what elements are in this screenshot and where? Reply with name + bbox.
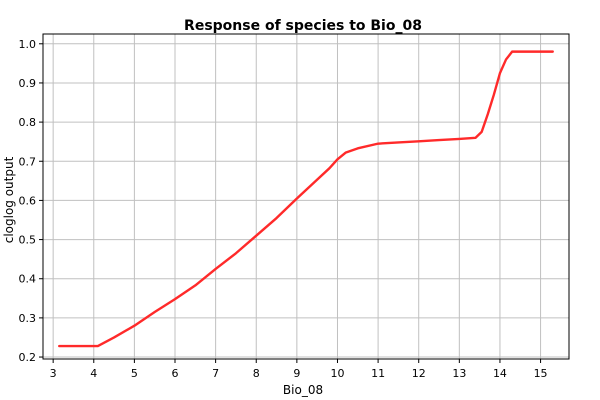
x-tick-label: 5 [131,367,138,380]
y-tick-label: 0.3 [19,312,37,325]
y-axis-ticks: 0.2 0.3 0.4 0.5 0.6 0.7 0.8 0.9 1.0 [19,38,43,364]
x-tick-label: 9 [293,367,300,380]
plot-frame [42,33,570,360]
y-tick-label: 0.5 [19,234,37,247]
x-tick-label: 13 [452,367,466,380]
y-tick-label: 0.6 [19,194,37,207]
y-tick-label: 0.4 [19,273,37,286]
y-tick-label: 0.2 [19,351,37,364]
series-layer [58,50,554,348]
y-tick-label: 0.8 [19,116,37,129]
x-tick-label: 10 [330,367,344,380]
x-tick-label: 12 [412,367,426,380]
x-tick-label: 3 [50,367,57,380]
chart-title: Response of species to Bio_08 [184,18,422,34]
x-axis-ticks: 3 4 5 6 7 8 9 10 11 12 13 14 15 [50,359,548,380]
grid [43,34,569,359]
x-tick-label: 11 [371,367,385,380]
x-axis-title: Bio_08 [283,383,323,397]
response-curve [58,50,554,348]
y-tick-label: 0.9 [19,77,37,90]
y-tick-label: 1.0 [19,38,37,51]
x-tick-label: 8 [253,367,260,380]
x-tick-label: 6 [172,367,179,380]
y-tick-label: 0.7 [19,155,37,168]
x-tick-label: 14 [493,367,507,380]
x-tick-label: 4 [90,367,97,380]
y-axis-title: cloglog output [2,156,16,243]
x-tick-label: 7 [212,367,219,380]
x-tick-label: 15 [534,367,548,380]
